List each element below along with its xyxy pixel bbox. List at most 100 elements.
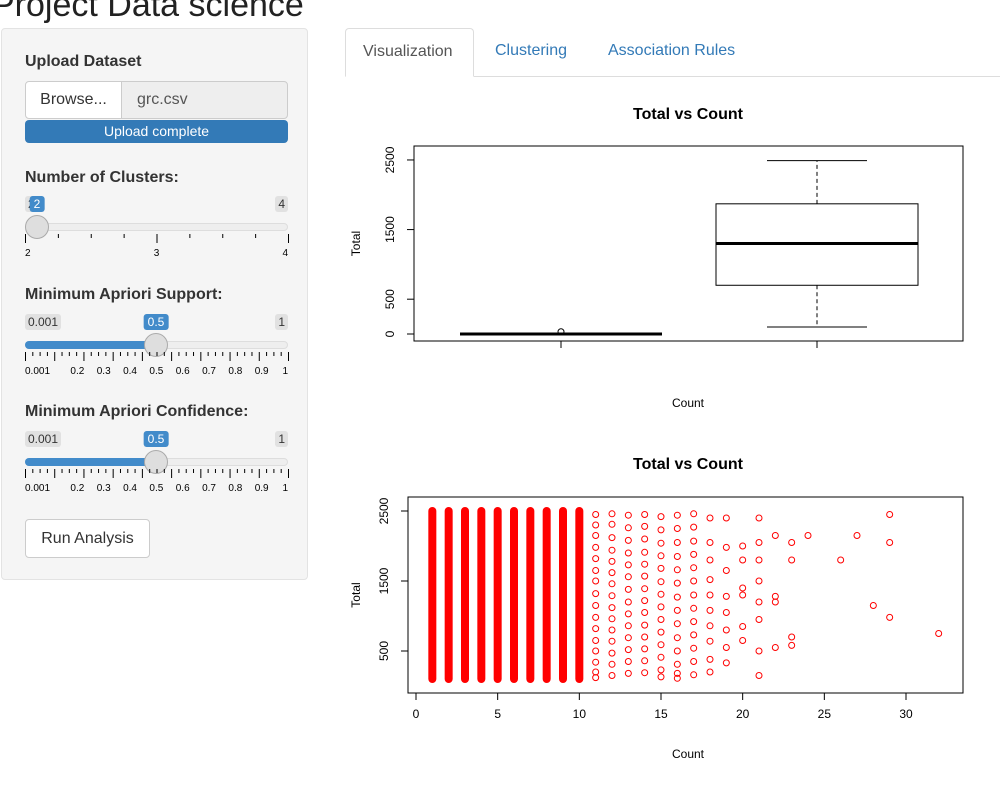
tab-association-rules[interactable]: Association Rules [608,42,736,59]
scatter-point [624,536,632,544]
scatter-point [722,592,730,600]
scatter-point [592,625,600,633]
scatter-point [690,510,698,518]
scatter-point [673,525,681,532]
clusters-handle[interactable] [25,215,49,239]
scatter-point [673,606,681,614]
scatter-point [722,567,730,574]
scatter-point [657,616,665,623]
scatter-point [706,591,714,599]
support-label: Minimum Apriori Support: [25,286,223,303]
scatter-point [608,649,616,657]
confidence-tick-label: 0.7 [202,483,216,494]
confidence-tick-label: 0.3 [97,483,111,494]
scatter-point [624,646,632,654]
scatter-point [641,535,649,543]
scatter-point [592,647,600,655]
scatter-x-tick-label: 30 [899,707,913,721]
confidence-tick-label: 0.9 [255,483,269,494]
scatter-point [788,633,796,641]
support-tick-label: 0.3 [97,366,111,377]
support-slider[interactable]: 0.001 1 0.5 0.001 0.2 0.3 0.4 0.5 0.6 0.7 0.8 0.9 1 [25,314,289,386]
app-title: Project Data science [0,0,304,24]
support-tick-label: 0.8 [228,366,242,377]
scatter-point [771,532,779,539]
boxplot-y-axis-label: Total [349,231,363,256]
scatter-point [624,634,632,642]
file-input[interactable]: Browse... grc.csv [25,81,288,119]
scatter-point [641,511,649,518]
clusters-tick-label: 3 [154,248,160,259]
boxplot-y-tick-label: 1500 [383,216,397,243]
run-analysis-button[interactable]: Run Analysis [25,519,150,558]
confidence-value-label: 0.5 [143,431,169,447]
scatter-point [755,539,763,546]
scatter-point [886,511,894,518]
scatter-point [608,520,616,528]
tab-bar: Visualization Clustering Association Rul… [345,28,1000,77]
support-tick-label: 0.6 [176,366,190,377]
scatter-point [657,603,665,611]
scatter-x-axis-label: Count [672,747,705,761]
clusters-slider[interactable]: 242234 [25,196,289,268]
confidence-tick-label: 1 [282,483,288,494]
scatter-point [739,591,747,599]
confidence-slider[interactable]: 0.001 1 0.5 0.001 0.2 0.3 0.4 0.5 0.6 0.7 0.8 0.9 1 [25,431,289,503]
clusters-tick-label: 4 [282,248,288,259]
scatter-point [673,674,681,682]
support-tick-label: 1 [282,366,288,377]
scatter-x-tick-label: 0 [413,707,420,721]
scatter-point [706,606,714,614]
scatter-point [673,553,681,560]
scatter-point [690,631,698,639]
confidence-ticks: 0.001 0.2 0.3 0.4 0.5 0.6 0.7 0.8 0.9 1 [25,469,289,494]
scatter-point [641,633,649,641]
confidence-label: Minimum Apriori Confidence: [25,403,249,420]
browse-button[interactable]: Browse... [25,81,122,119]
scatter-point [673,539,681,546]
scatter-point [592,674,600,682]
scatter-point [706,637,714,645]
scatter-point [722,514,730,522]
scatter-x-tick-label: 5 [494,707,501,721]
scatter-point [690,618,698,626]
scatter-point [673,579,681,587]
scatter-point [641,560,649,568]
scatter-point [739,623,747,630]
tab-bar-divider [345,76,1000,77]
support-tick-label: 0.2 [70,366,84,377]
scatter-point [608,534,616,542]
scatter-point [641,585,649,593]
scatter-point [690,591,698,599]
scatter-point [804,532,812,539]
scatter-point [641,522,649,530]
scatter-point [771,598,779,606]
scatter-point [592,668,600,676]
boxplot-chart: Total vs Count 0 500 1500 2500 Total Count [349,106,964,410]
clusters-tick-label: 2 [25,248,31,259]
clusters-label: Number of Clusters: [25,169,179,186]
tab-clustering[interactable]: Clustering [495,42,568,59]
upload-label: Upload Dataset [25,53,142,70]
boxplot-outlier [557,328,565,336]
scatter-point [739,637,747,644]
scatter-point [608,510,616,518]
confidence-max-label: 1 [275,431,288,447]
confidence-tick-label: 0.6 [176,483,190,494]
tab-visualization[interactable]: Visualization [345,28,474,77]
scatter-point [673,647,681,655]
confidence-fill [25,458,156,466]
scatter-point [608,569,616,577]
scatter-x-tick-label: 15 [654,707,668,721]
scatter-point [608,637,616,645]
scatter-point [592,521,600,529]
scatter-point [755,514,763,522]
scatter-point [690,658,698,665]
scatter-point [592,567,600,574]
scatter-point [657,513,665,521]
boxplot-y-tick-label: 2500 [383,146,397,173]
support-tick-label: 0.7 [202,366,216,377]
scatter-point [706,556,714,564]
scatter-point [608,546,616,554]
scatter-y-tick-label: 1500 [377,567,391,594]
